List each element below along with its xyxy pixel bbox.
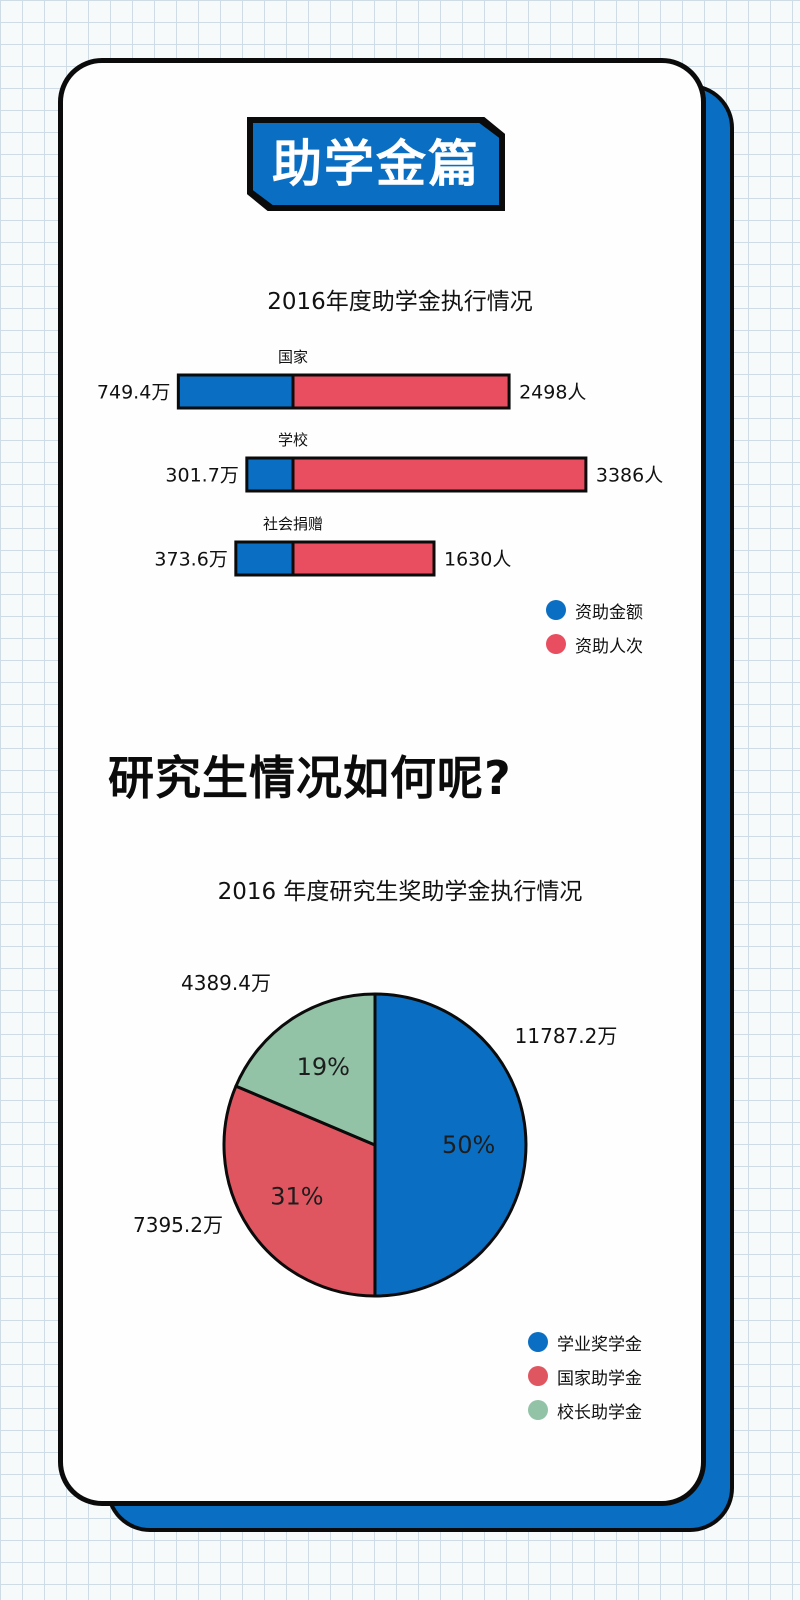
bar-value-label-count: 2498人 xyxy=(519,382,586,404)
legend-label-national: 国家助学金 xyxy=(557,1368,642,1389)
legend-item-academic: 学业奖学金 xyxy=(528,1325,642,1359)
pie-chart: 50% 11787.2万 31% 7395.2万 19% 4389.4万 xyxy=(133,971,618,1298)
pie-value-label: 4389.4万 xyxy=(181,971,271,995)
legend-swatch-green xyxy=(528,1400,548,1420)
graduate-headline: 研究生情况如何呢? xyxy=(108,751,512,805)
section-banner-fill xyxy=(253,123,499,205)
pie-chart-legend: 学业奖学金 国家助学金 校长助学金 xyxy=(528,1325,642,1427)
bar-category-label: 社会捐赠 xyxy=(263,515,323,533)
bar-segment-amount xyxy=(234,540,295,577)
legend-item-national: 国家助学金 xyxy=(528,1359,642,1393)
bar-value-label-amount: 373.6万 xyxy=(154,549,227,571)
bar-value-label-count: 3386人 xyxy=(596,465,663,487)
bar-value-label-amount: 301.7万 xyxy=(165,465,238,487)
pie-percent-label: 31% xyxy=(270,1183,323,1211)
pie-percent-label: 19% xyxy=(297,1053,350,1081)
bar-segment-count xyxy=(291,540,436,577)
pie-slice xyxy=(222,1084,377,1298)
section-banner: 助学金篇 xyxy=(247,117,505,211)
pie-percent-label: 50% xyxy=(442,1131,495,1159)
legend-label-count: 资助人次 xyxy=(575,636,643,657)
bar-chart-title: 2016年度助学金执行情况 xyxy=(267,289,533,315)
bar-chart-legend: 资助金额 资助人次 xyxy=(546,593,643,661)
legend-label-president: 校长助学金 xyxy=(557,1402,642,1423)
pie-value-label: 7395.2万 xyxy=(133,1213,223,1237)
legend-item-president: 校长助学金 xyxy=(528,1393,642,1427)
legend-item-amount: 资助金额 xyxy=(546,593,643,627)
legend-swatch-blue xyxy=(546,600,566,620)
bar-category-label: 国家 xyxy=(278,348,308,366)
legend-swatch-blue xyxy=(528,1332,548,1352)
pie-slice xyxy=(373,992,528,1298)
legend-label-amount: 资助金额 xyxy=(575,602,643,623)
bar-value-label-count: 1630人 xyxy=(444,549,511,571)
bar-segment-count xyxy=(291,456,588,493)
pie-slice xyxy=(234,992,377,1147)
bar-category-label: 学校 xyxy=(278,431,308,449)
pie-value-label: 11787.2万 xyxy=(515,1024,618,1048)
pie-chart-title: 2016 年度研究生奖助学金执行情况 xyxy=(217,879,583,905)
legend-swatch-red xyxy=(546,634,566,654)
bar-segment-amount xyxy=(176,373,295,410)
bar-segment-count xyxy=(291,373,511,410)
section-banner-title: 助学金篇 xyxy=(272,135,480,193)
bar-value-label-amount: 749.4万 xyxy=(97,382,170,404)
legend-label-academic: 学业奖学金 xyxy=(557,1334,642,1355)
legend-swatch-red xyxy=(528,1366,548,1386)
bar-segment-amount xyxy=(245,456,295,493)
legend-item-count: 资助人次 xyxy=(546,627,643,661)
